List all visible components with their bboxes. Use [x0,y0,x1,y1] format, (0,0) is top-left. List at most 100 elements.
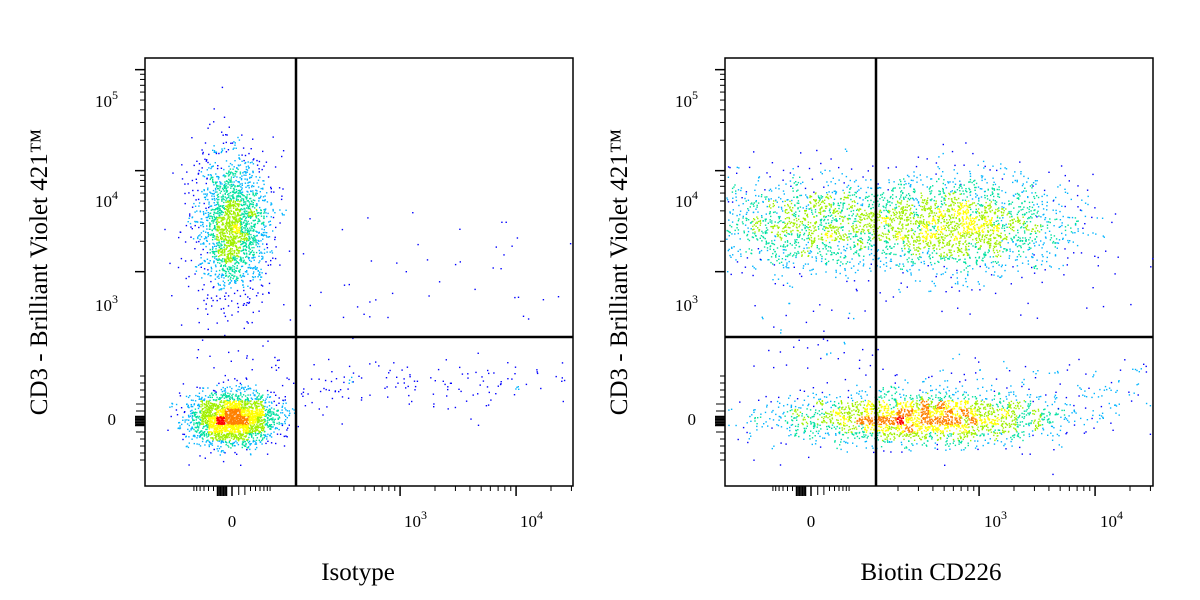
event-dot [226,206,228,208]
event-dot [228,203,231,205]
event-dot [279,209,281,211]
event-dot [465,400,468,402]
event-dot [204,273,206,275]
event-dot [239,158,241,160]
event-dot [226,403,228,405]
event-dot [261,410,263,412]
event-dot [273,191,275,193]
event-dot [251,203,253,205]
event-dot [233,259,236,261]
event-dot [204,260,206,263]
event-dot [397,382,399,384]
event-dot [244,215,246,218]
event-dot [227,182,230,184]
event-dot [262,419,265,421]
event-dot [254,235,256,238]
event-dot [248,152,250,155]
event-dot [240,217,242,220]
event-dot [247,387,249,390]
event-dot [228,204,230,206]
event-dot [827,219,829,221]
event-dot [244,419,246,421]
event-dot [279,222,281,224]
event-dot [216,427,219,429]
event-dot [266,406,268,408]
event-dot [249,216,251,218]
event-dot [753,267,755,269]
event-dot [246,234,249,236]
event-dot [270,204,272,206]
event-dot [248,246,250,248]
event-dot [228,417,230,420]
event-dot [238,271,241,273]
event-dot [201,396,203,399]
event-dot [227,416,229,419]
event-dot [258,219,260,221]
event-dot [324,379,327,382]
event-dot [198,226,200,229]
event-dot [226,189,228,192]
event-dot [208,222,211,224]
event-dot [227,206,229,208]
event-dot [220,151,222,154]
event-dot [227,425,230,427]
event-dot [206,420,208,422]
event-dot [205,237,207,239]
event-dot [221,241,223,243]
event-dot [235,425,237,427]
event-dot [281,423,284,425]
event-dot [224,244,226,246]
event-dot [239,391,242,394]
event-dot [236,248,238,251]
event-dot [213,202,215,204]
event-dot [212,233,214,235]
event-dot [225,185,228,187]
event-dot [255,295,258,297]
event-dot [360,399,363,401]
event-dot [258,403,260,405]
event-dot [818,238,820,240]
event-dot [232,194,234,196]
event-dot [477,424,480,426]
event-dot [232,256,234,258]
event-dot [244,435,246,438]
event-dot [254,411,257,413]
event-dot [263,229,265,231]
event-dot [500,381,502,383]
event-dot [272,230,274,232]
right-plot-events [726,142,1154,476]
event-dot [252,254,255,257]
event-dot [252,256,255,259]
event-dot [752,225,754,228]
event-dot [488,372,490,375]
event-dot [260,420,262,422]
event-dot [233,212,235,214]
event-dot [256,397,258,399]
event-dot [229,423,231,425]
event-dot [259,415,261,418]
event-dot [213,213,215,216]
event-dot [229,418,231,421]
event-dot [233,252,236,254]
event-dot [263,165,265,167]
event-dot [214,204,216,206]
event-dot [221,228,223,230]
event-dot [252,254,254,256]
event-dot [207,198,209,201]
event-dot [231,195,234,197]
event-dot [257,433,259,435]
event-dot [208,167,210,169]
event-dot [247,413,249,415]
event-dot [375,361,377,363]
event-dot [182,383,185,385]
event-dot [260,195,262,197]
event-dot [219,229,221,231]
event-dot [217,435,219,437]
event-dot [213,427,216,430]
event-dot [275,404,278,406]
event-dot [213,260,215,262]
event-dot [281,384,284,387]
event-dot [246,321,248,323]
event-dot [229,397,231,400]
event-dot [236,395,238,397]
